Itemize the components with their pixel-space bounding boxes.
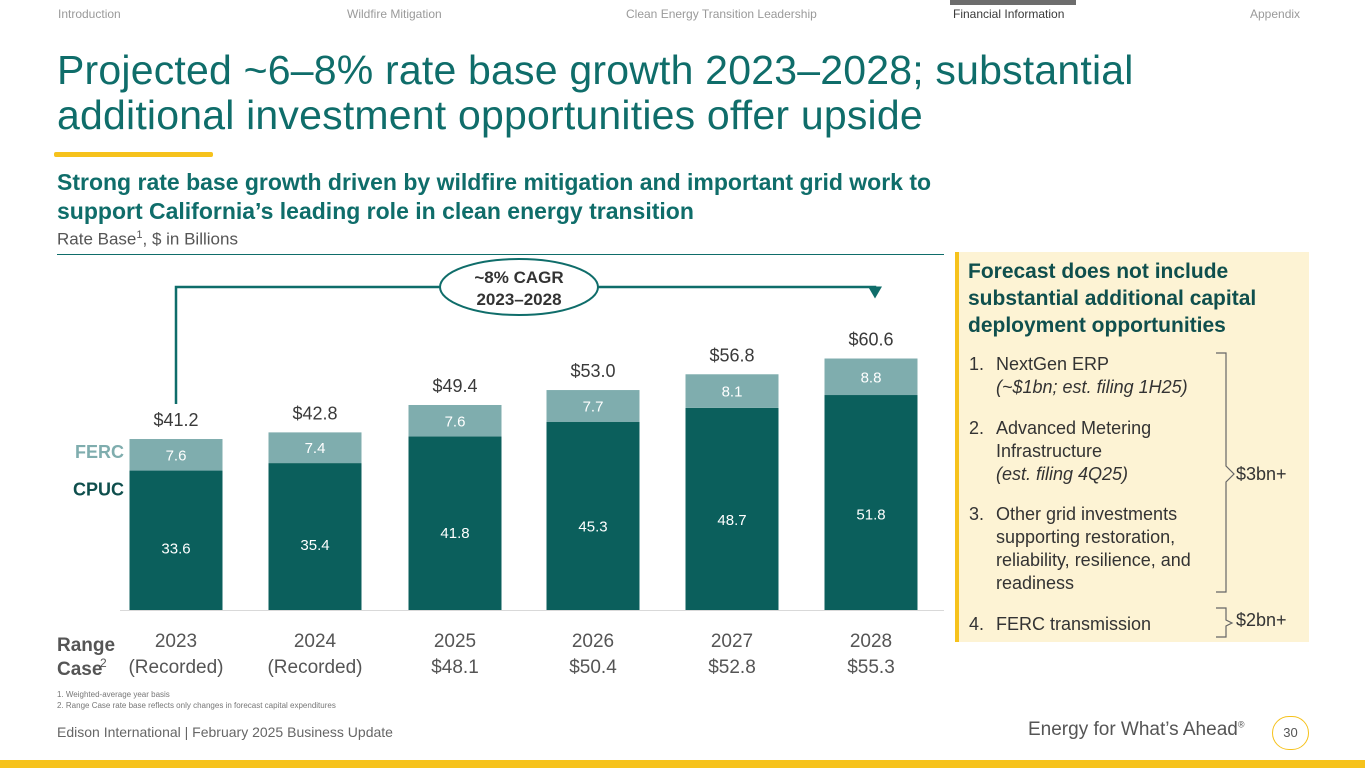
footer-company-date: Edison International | February 2025 Bus… bbox=[57, 724, 393, 740]
cagr-label-line1: ~8% CAGR bbox=[474, 268, 563, 287]
footer-brand-tagline: Energy for What’s Ahead® bbox=[1028, 719, 1244, 741]
bar-ferc-2023 bbox=[129, 439, 223, 471]
x-sublabel-2025: $48.1 bbox=[431, 657, 479, 678]
legend-ferc: FERC bbox=[75, 442, 124, 462]
footnote-1: 1. Weighted-average year basis bbox=[57, 690, 170, 699]
bar-cpuc-2028 bbox=[824, 395, 918, 610]
panel-item-text: FERC transmission bbox=[996, 613, 1221, 636]
forecast-panel: Forecast does not include substantial ad… bbox=[955, 252, 1309, 642]
panel-item-note: (~$1bn; est. filing 1H25) bbox=[996, 377, 1188, 397]
title-underline bbox=[54, 152, 213, 157]
total-label-2028: $60.6 bbox=[848, 330, 893, 350]
total-label-2026: $53.0 bbox=[570, 361, 615, 381]
panel-item-text: Advanced Metering Infrastructure (est. fi… bbox=[996, 417, 1196, 486]
panel-item-number: 4. bbox=[969, 614, 985, 634]
units-footnote-ref: 1 bbox=[136, 229, 143, 241]
bar-cpuc-2025 bbox=[408, 436, 502, 610]
x-tick-label-2028: 2028 bbox=[850, 631, 892, 652]
data-label-ferc-2026: 7.7 bbox=[583, 399, 604, 416]
x-sublabel-2024: (Recorded) bbox=[267, 657, 362, 678]
data-label-ferc-2028: 8.8 bbox=[861, 369, 882, 386]
cagr-label-line2: 2023–2028 bbox=[476, 290, 561, 309]
rate-base-chart: 33.6 7.6 $41.2 2023 (Recorded) 35.4 7.4 $42.8 20… bbox=[57, 258, 944, 680]
panel-item-number: 1. bbox=[969, 354, 985, 374]
legend-cpuc: CPUC bbox=[73, 480, 124, 500]
data-label-cpuc-2023: 33.6 bbox=[161, 540, 190, 557]
panel-item-text: NextGen ERP (~$1bn; est. filing 1H25) bbox=[996, 353, 1221, 399]
bar-ferc-2028 bbox=[824, 358, 918, 396]
total-label-2025: $49.4 bbox=[432, 376, 477, 396]
data-label-ferc-2023: 7.6 bbox=[166, 447, 187, 464]
nav-item-clean-energy[interactable]: Clean Energy Transition Leadership bbox=[626, 7, 817, 21]
total-label-2023: $41.2 bbox=[153, 410, 198, 430]
bar-cpuc-2027 bbox=[685, 407, 779, 610]
bar-ferc-2024 bbox=[268, 432, 362, 464]
x-tick-label-2025: 2025 bbox=[434, 631, 476, 652]
bar-ferc-2027 bbox=[685, 374, 779, 408]
x-sublabel-2028: $55.3 bbox=[847, 657, 895, 678]
bottom-accent-bar bbox=[0, 760, 1365, 768]
brace-3bn bbox=[1216, 352, 1235, 593]
panel-item-label: NextGen ERP bbox=[996, 354, 1110, 374]
panel-item-label: FERC transmission bbox=[996, 614, 1152, 634]
page-title: Projected ~6–8% rate base growth 2023–20… bbox=[57, 47, 1134, 138]
data-label-cpuc-2027: 48.7 bbox=[717, 512, 746, 529]
units-text: Rate Base bbox=[57, 229, 137, 249]
x-tick-label-2024: 2024 bbox=[294, 631, 337, 652]
bar-cpuc-2023 bbox=[129, 470, 223, 610]
data-label-cpuc-2024: 35.4 bbox=[300, 537, 329, 554]
subtitle-rule bbox=[57, 254, 944, 255]
data-label-ferc-2024: 7.4 bbox=[305, 440, 326, 457]
range-case-footnote-ref: 2 bbox=[100, 656, 107, 670]
bar-ferc-2025 bbox=[408, 404, 502, 437]
x-sublabel-2027: $52.8 bbox=[708, 657, 756, 678]
data-label-ferc-2025: 7.6 bbox=[445, 413, 466, 430]
footnote-2: 2. Range Case rate base reflects only ch… bbox=[57, 701, 336, 710]
brand-registered-mark: ® bbox=[1237, 719, 1245, 730]
range-case-label-line1: Range bbox=[57, 635, 115, 656]
brace-label-2bn: $2bn+ bbox=[1236, 610, 1287, 630]
page-number: 30 bbox=[1272, 716, 1309, 750]
x-tick-label-2027: 2027 bbox=[711, 631, 753, 652]
cagr-arrowhead bbox=[868, 286, 882, 299]
brace-2bn bbox=[1216, 607, 1234, 638]
x-tick-label-2023: 2023 bbox=[155, 631, 197, 652]
bar-cpuc-2026 bbox=[546, 422, 640, 610]
nav-item-wildfire-mitigation[interactable]: Wildfire Mitigation bbox=[347, 7, 442, 21]
data-label-cpuc-2028: 51.8 bbox=[856, 506, 885, 523]
brace-label-3bn: $3bn+ bbox=[1236, 464, 1287, 484]
nav-item-financial-information[interactable]: Financial Information bbox=[953, 7, 1065, 21]
total-label-2024: $42.8 bbox=[292, 403, 337, 423]
panel-item-number: 2. bbox=[969, 418, 985, 438]
bar-cpuc-2024 bbox=[268, 463, 362, 610]
top-navigation: Introduction Wildfire Mitigation Clean E… bbox=[0, 0, 1365, 30]
brand-text: Energy for What’s Ahead bbox=[1028, 719, 1238, 740]
nav-active-indicator bbox=[950, 0, 1076, 5]
x-tick-label-2026: 2026 bbox=[572, 631, 614, 652]
panel-item-label: Advanced Metering Infrastructure bbox=[996, 418, 1152, 461]
nav-item-introduction[interactable]: Introduction bbox=[58, 7, 121, 21]
cagr-badge bbox=[439, 258, 599, 316]
data-label-cpuc-2025: 41.8 bbox=[440, 525, 469, 542]
panel-item-label: Other grid investments supporting restor… bbox=[996, 504, 1191, 593]
footnotes: 1. Weighted-average year basis 2. Range … bbox=[57, 689, 336, 711]
x-sublabel-2026: $50.4 bbox=[569, 657, 617, 678]
total-label-2027: $56.8 bbox=[709, 345, 754, 365]
range-case-label-line2: Case bbox=[57, 659, 102, 680]
bar-ferc-2026 bbox=[546, 390, 640, 423]
units-rest: , $ in Billions bbox=[142, 229, 238, 249]
panel-item-note: (est. filing 4Q25) bbox=[996, 464, 1129, 484]
panel-title: Forecast does not include substantial ad… bbox=[968, 260, 1257, 337]
panel-item-text: Other grid investments supporting restor… bbox=[996, 503, 1218, 595]
panel-item-number: 3. bbox=[969, 504, 985, 524]
section-subtitle: Strong rate base growth driven by wildfi… bbox=[57, 169, 932, 224]
data-label-ferc-2027: 8.1 bbox=[722, 384, 743, 401]
data-label-cpuc-2026: 45.3 bbox=[578, 518, 607, 535]
nav-item-appendix[interactable]: Appendix bbox=[1250, 7, 1301, 21]
units-label: Rate Base1, $ in Billions bbox=[57, 229, 238, 250]
x-sublabel-2023: (Recorded) bbox=[128, 657, 223, 678]
